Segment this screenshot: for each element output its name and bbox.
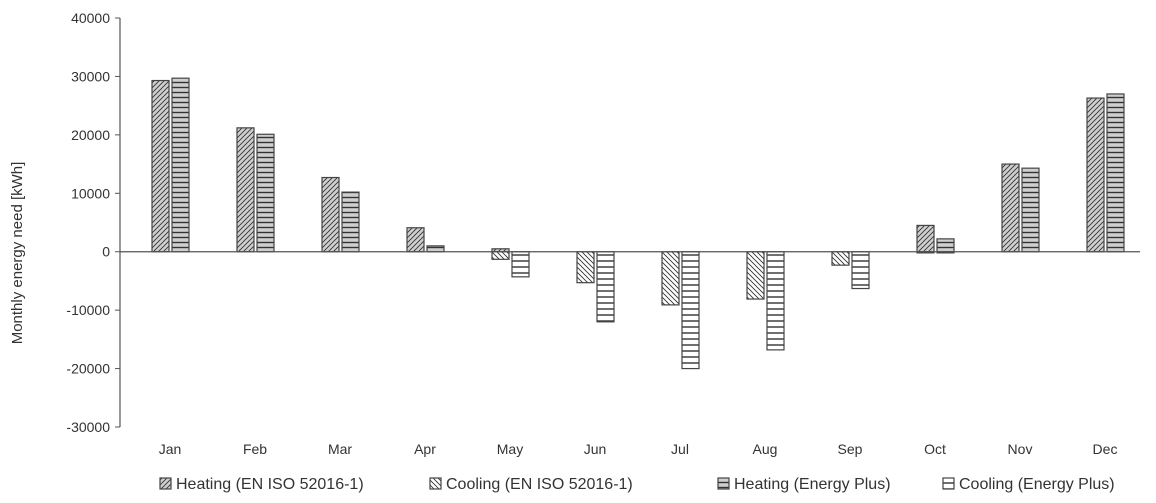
legend-swatch <box>717 477 730 490</box>
legend-label: Heating (EN ISO 52016-1) <box>176 476 364 493</box>
chart-legend: Heating (EN ISO 52016-1) Cooling (EN ISO … <box>159 476 1115 493</box>
x-tick-label: Jun <box>584 441 607 457</box>
legend-swatch <box>429 477 442 490</box>
bar-may-series-2 <box>491 251 510 260</box>
x-tick-label: May <box>497 441 523 457</box>
y-tick-label: 10000 <box>71 185 110 201</box>
y-axis-ticks: 40000 30000 20000 10000 0 -10000 -20000 -30000 <box>66 10 120 435</box>
legend-item: Cooling (EN ISO 52016-1) <box>429 476 633 493</box>
bar-feb-series-3 <box>256 133 275 253</box>
x-tick-label: Jan <box>159 441 182 457</box>
bar-feb-series-1 <box>236 127 255 253</box>
y-axis-label: Monthly energy need [kWh] <box>9 162 26 345</box>
legend-item: Cooling (Energy Plus) <box>942 476 1115 493</box>
bar-jul-series-4 <box>681 251 700 370</box>
bar-oct-series-3 <box>936 238 955 253</box>
legend-label: Heating (Energy Plus) <box>734 476 891 493</box>
bar-mar-series-1 <box>321 176 340 253</box>
y-tick-label: -10000 <box>66 302 110 318</box>
bar-jun-series-4 <box>596 251 615 323</box>
axes-group <box>119 18 1140 427</box>
x-tick-label: Oct <box>924 441 946 457</box>
legend-item: Heating (Energy Plus) <box>717 476 891 493</box>
y-tick-label: 20000 <box>71 127 110 143</box>
x-tick-label: Apr <box>414 441 436 457</box>
bar-apr-series-3 <box>426 245 445 253</box>
legend-swatch <box>159 477 172 490</box>
x-tick-label: Sep <box>838 441 863 457</box>
bar-may-series-4 <box>511 251 530 278</box>
y-tick-label: 30000 <box>71 68 110 84</box>
y-tick-label: 0 <box>102 244 110 260</box>
x-tick-label: Dec <box>1093 441 1118 457</box>
bar-jan-series-3 <box>171 77 190 253</box>
x-tick-label: Mar <box>328 441 352 457</box>
bar-aug-series-2 <box>746 251 765 300</box>
legend-item: Heating (EN ISO 52016-1) <box>159 476 364 493</box>
x-tick-label: Feb <box>243 441 267 457</box>
bar-sep-series-2 <box>831 251 850 266</box>
bar-jun-series-2 <box>576 251 595 284</box>
x-tick-label: Nov <box>1008 441 1033 457</box>
y-tick-label: -20000 <box>66 361 110 377</box>
legend-label: Cooling (Energy Plus) <box>959 476 1115 493</box>
bar-aug-series-4 <box>766 251 785 351</box>
bars-group <box>151 77 1125 370</box>
y-tick-label: 40000 <box>71 10 110 26</box>
bar-nov-series-3 <box>1021 167 1040 253</box>
bar-nov-series-1 <box>1001 163 1020 253</box>
bar-dec-series-1 <box>1086 97 1105 253</box>
bar-mar-series-3 <box>341 191 360 253</box>
legend-label: Cooling (EN ISO 52016-1) <box>446 476 633 493</box>
bar-sep-series-4 <box>851 251 870 290</box>
bar-jul-series-2 <box>661 251 680 306</box>
y-tick-label: -30000 <box>66 419 110 435</box>
bar-dec-series-3 <box>1106 93 1125 253</box>
bar-apr-series-1 <box>406 227 425 253</box>
bar-oct-series-1 <box>916 224 935 253</box>
x-axis-labels: Jan Feb Mar Apr May Jun Jul Aug Sep Oct Nov Dec <box>159 441 1118 457</box>
bar-jan-series-1 <box>151 79 170 253</box>
legend-swatch <box>942 477 955 490</box>
x-tick-label: Aug <box>753 441 778 457</box>
x-tick-label: Jul <box>671 441 689 457</box>
